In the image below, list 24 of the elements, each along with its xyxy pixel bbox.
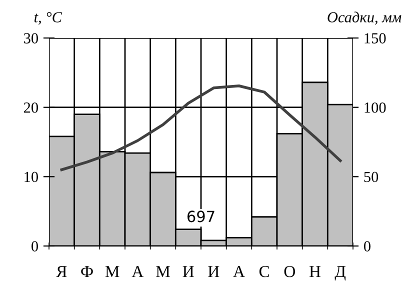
y2-tick-label: 100 — [364, 102, 386, 113]
y-tick-label: 20 — [24, 102, 38, 113]
line-series — [60, 84, 342, 172]
y-axis-title: t, °C — [34, 12, 62, 25]
y2-tick-label: 0 — [364, 241, 370, 252]
x-tick-label: Ф — [81, 266, 93, 278]
x-tick-label: О — [284, 266, 295, 278]
y-tick-label: 0 — [32, 241, 38, 252]
y2-tick-label: 150 — [364, 33, 386, 44]
annotation: 697 — [187, 210, 214, 222]
y-tick-label: 30 — [24, 33, 38, 44]
x-tick-label: Я — [56, 266, 67, 278]
x-tick-label: А — [233, 266, 245, 278]
x-tick-label: И — [182, 266, 194, 278]
x-tick-label: Д — [334, 266, 346, 281]
x-tick-label: М — [156, 266, 170, 278]
x-tick-label: М — [105, 266, 120, 278]
x-tick-label: И — [208, 266, 220, 278]
y-tick-label: 10 — [24, 172, 38, 182]
y2-axis-title: Осадки, мм — [328, 12, 402, 25]
x-tick-label: Н — [309, 266, 321, 278]
x-tick-label: А — [132, 266, 144, 278]
y2-tick-label: 50 — [364, 172, 378, 182]
x-tick-label: С — [259, 266, 269, 278]
